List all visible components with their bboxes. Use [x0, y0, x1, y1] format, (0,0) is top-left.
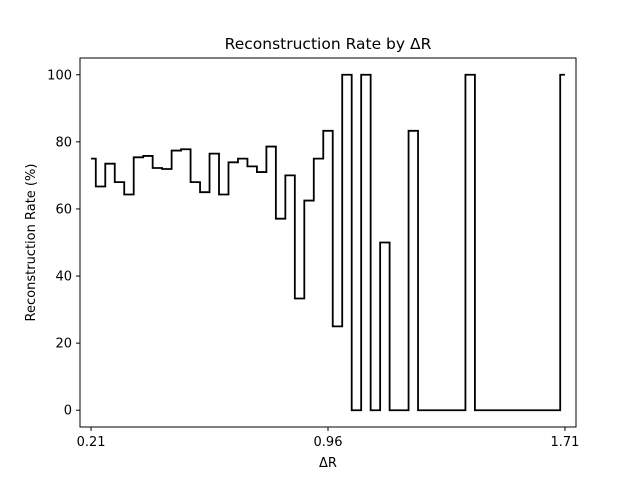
x-tick-label: 0.21 — [77, 435, 106, 450]
x-tick-label: 0.96 — [314, 435, 343, 450]
y-tick-label: 20 — [55, 337, 72, 352]
y-tick-label: 0 — [64, 404, 72, 419]
reconstruction-rate-step-line — [91, 73, 565, 412]
plot-area — [91, 73, 565, 412]
x-tick-label: 1.71 — [550, 435, 579, 450]
x-axis-ticks: 0.21 0.96 1.71 — [77, 427, 579, 450]
y-tick-label: 40 — [55, 270, 72, 285]
y-tick-label: 100 — [47, 68, 72, 83]
chart-title: Reconstruction Rate by ΔR — [225, 35, 432, 53]
y-axis-ticks: 0 20 40 60 80 100 — [47, 68, 80, 419]
x-axis-label: ΔR — [319, 456, 337, 471]
y-tick-label: 60 — [55, 202, 72, 217]
y-tick-label: 80 — [55, 135, 72, 150]
y-axis-label: Reconstruction Rate (%) — [24, 164, 39, 322]
